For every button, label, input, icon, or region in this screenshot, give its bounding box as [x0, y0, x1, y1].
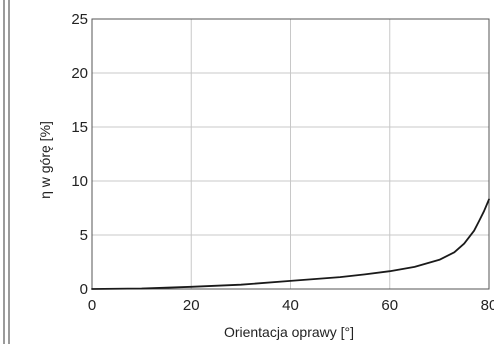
plot-frame	[91, 18, 490, 290]
page-left-border	[3, 0, 10, 344]
x-tick-label: 40	[282, 297, 299, 314]
series-line-0	[91, 198, 490, 290]
y-axis-label: η w górę [%]	[37, 121, 53, 199]
x-axis-label: Orientacja oprawy [°]	[224, 324, 354, 340]
x-tick-label: 60	[381, 297, 398, 314]
grid-lines	[91, 18, 490, 290]
y-tick-label: 25	[71, 11, 88, 28]
x-tick-label: 20	[183, 297, 200, 314]
y-tick-label: 20	[71, 65, 88, 82]
y-tick-label: 10	[71, 173, 88, 190]
series-layer	[91, 198, 490, 290]
y-tick-label: 15	[71, 119, 88, 136]
x-tick-labels: 0 20 40 60 80	[88, 297, 494, 314]
y-tick-label: 5	[80, 227, 88, 244]
x-tick-label: 80	[481, 297, 494, 314]
x-tick-label: 0	[88, 297, 96, 314]
y-tick-labels: 0 5 10 15 20 25	[71, 11, 88, 298]
y-tick-label: 0	[80, 281, 88, 298]
